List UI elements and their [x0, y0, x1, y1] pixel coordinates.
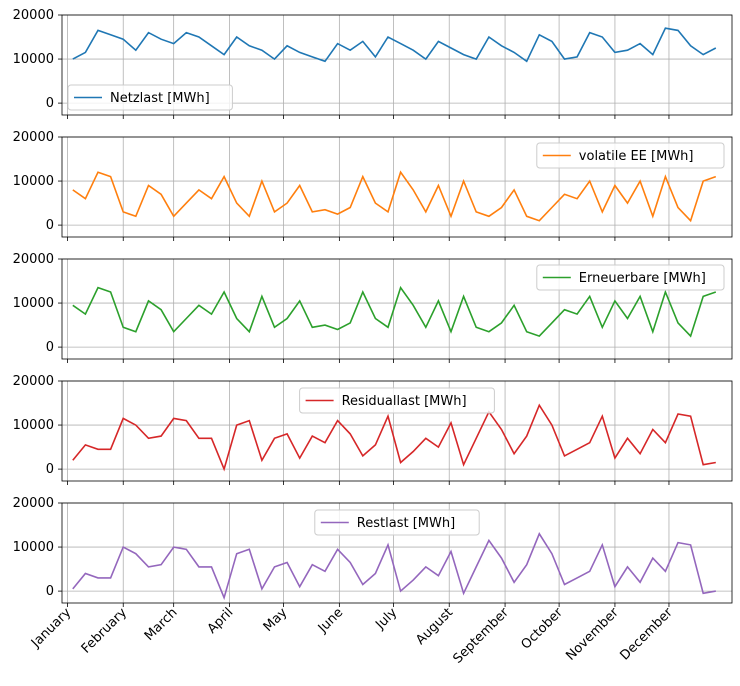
series-line	[72, 403, 716, 472]
y-tick-label: 0	[46, 96, 54, 111]
x-tick-label: June	[315, 605, 346, 636]
legend: Netzlast [MWh]	[67, 84, 233, 111]
axes-frame	[61, 380, 733, 482]
legend: volatile EE [MWh]	[536, 142, 725, 169]
legend-box	[314, 509, 480, 536]
legend-box	[67, 84, 233, 111]
axes-frame	[61, 14, 733, 116]
x-tick-label: January	[28, 605, 74, 651]
y-tick-label: 20000	[13, 252, 54, 267]
axes-frame	[61, 502, 733, 604]
y-tick-label: 10000	[13, 418, 54, 433]
y-tick-label: 10000	[13, 52, 54, 67]
x-tick-label: December	[618, 605, 677, 664]
legend-box	[299, 387, 495, 414]
axes-frame	[61, 258, 733, 360]
x-tick-label: July	[372, 605, 400, 633]
legend-box	[536, 264, 725, 291]
x-tick-label: November	[563, 605, 622, 664]
y-tick-label: 20000	[13, 130, 54, 145]
y-tick-label: 0	[46, 584, 54, 599]
y-tick-label: 10000	[13, 296, 54, 311]
legend-label: Netzlast [MWh]	[110, 91, 210, 106]
subplot-3: 0 10000 20000 Erneuerbare [MWh]	[13, 252, 733, 363]
axes-frame	[61, 136, 733, 238]
y-tick-label: 20000	[13, 8, 54, 23]
y-tick-label: 0	[46, 462, 54, 477]
x-tick-label: August	[413, 605, 456, 648]
legend-label: Residuallast [MWh]	[342, 394, 467, 409]
x-tick-label: May	[261, 605, 291, 635]
subplot-5: 0 10000 20000 Restlast [MWh]	[13, 496, 733, 607]
legend: Erneuerbare [MWh]	[536, 264, 725, 291]
legend-label: Restlast [MWh]	[357, 516, 455, 531]
legend: Restlast [MWh]	[314, 509, 480, 536]
subplot-1: 0 10000 20000 Netzlast [MWh]	[13, 8, 733, 119]
y-tick-label: 10000	[13, 174, 54, 189]
legend-label: volatile EE [MWh]	[579, 149, 694, 164]
legend: Residuallast [MWh]	[299, 387, 495, 414]
y-tick-label: 10000	[13, 540, 54, 555]
legend-label: Erneuerbare [MWh]	[579, 271, 706, 286]
x-tick-label: February	[79, 605, 131, 657]
x-tick-label: October	[519, 605, 567, 653]
subplot-2: 0 10000 20000 volatile EE [MWh]	[13, 130, 733, 241]
y-tick-label: 0	[46, 340, 54, 355]
series-line	[72, 170, 717, 223]
legend-box	[536, 142, 725, 169]
series-line	[72, 532, 716, 601]
y-tick-label: 20000	[13, 496, 54, 511]
subplot-4: 0 10000 20000 Residuallast [MWh]	[13, 374, 733, 485]
y-tick-label: 0	[46, 218, 54, 233]
x-tick-label: September	[450, 605, 512, 667]
x-tick-label: March	[142, 605, 181, 644]
series-line	[72, 27, 717, 63]
y-tick-label: 20000	[13, 374, 54, 389]
series-line	[72, 285, 717, 338]
x-tick-label: April	[205, 605, 237, 637]
